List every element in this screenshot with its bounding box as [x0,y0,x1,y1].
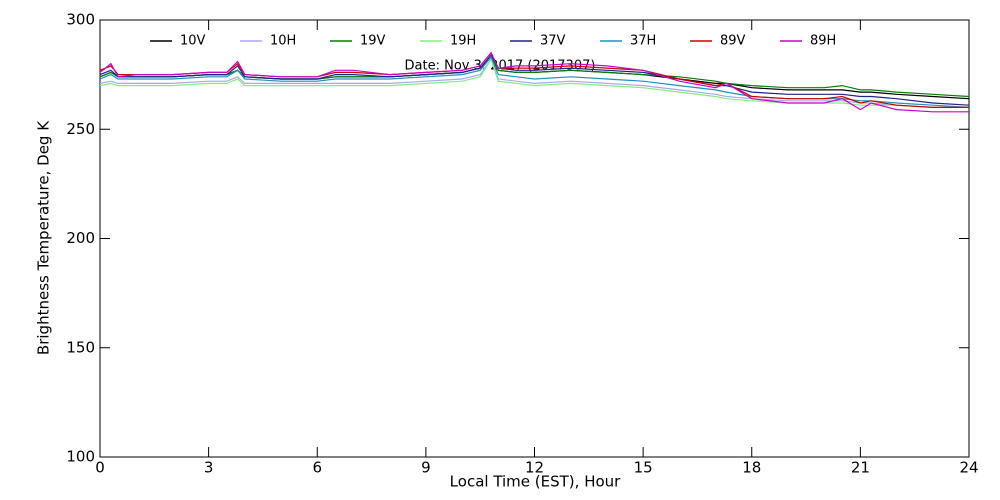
x-axis-title: Local Time (EST), Hour [450,473,621,491]
x-tick-label: 12 [525,459,544,477]
y-tick-label: 200 [66,229,95,247]
x-tick-label: 9 [421,459,431,477]
x-tick-label: 24 [959,459,978,477]
y-tick-label: 150 [66,338,95,356]
y-tick-label: 250 [66,120,95,138]
x-tick-label: 6 [312,459,322,477]
legend-label: 19H [450,34,476,49]
y-axis-title: Brightness Temperature, Deg K [35,120,53,355]
x-tick-label: 15 [634,459,653,477]
legend-label: 10V [180,34,206,49]
legend-label: 19V [360,34,386,49]
legend-label: 89V [720,34,746,49]
series-line [99,51,969,113]
legend-label: 89H [810,34,836,49]
legend-label: 37H [630,34,656,49]
x-tick-label: 0 [95,459,105,477]
legend-label: 10H [270,34,296,49]
legend-label: 37V [540,34,566,49]
series-line [99,57,969,108]
x-tick-label: 3 [204,459,214,477]
x-tick-label: 18 [742,459,761,477]
y-tick-label: 300 [66,11,95,29]
x-tick-label: 21 [851,459,870,477]
y-tick-label: 100 [66,448,95,466]
